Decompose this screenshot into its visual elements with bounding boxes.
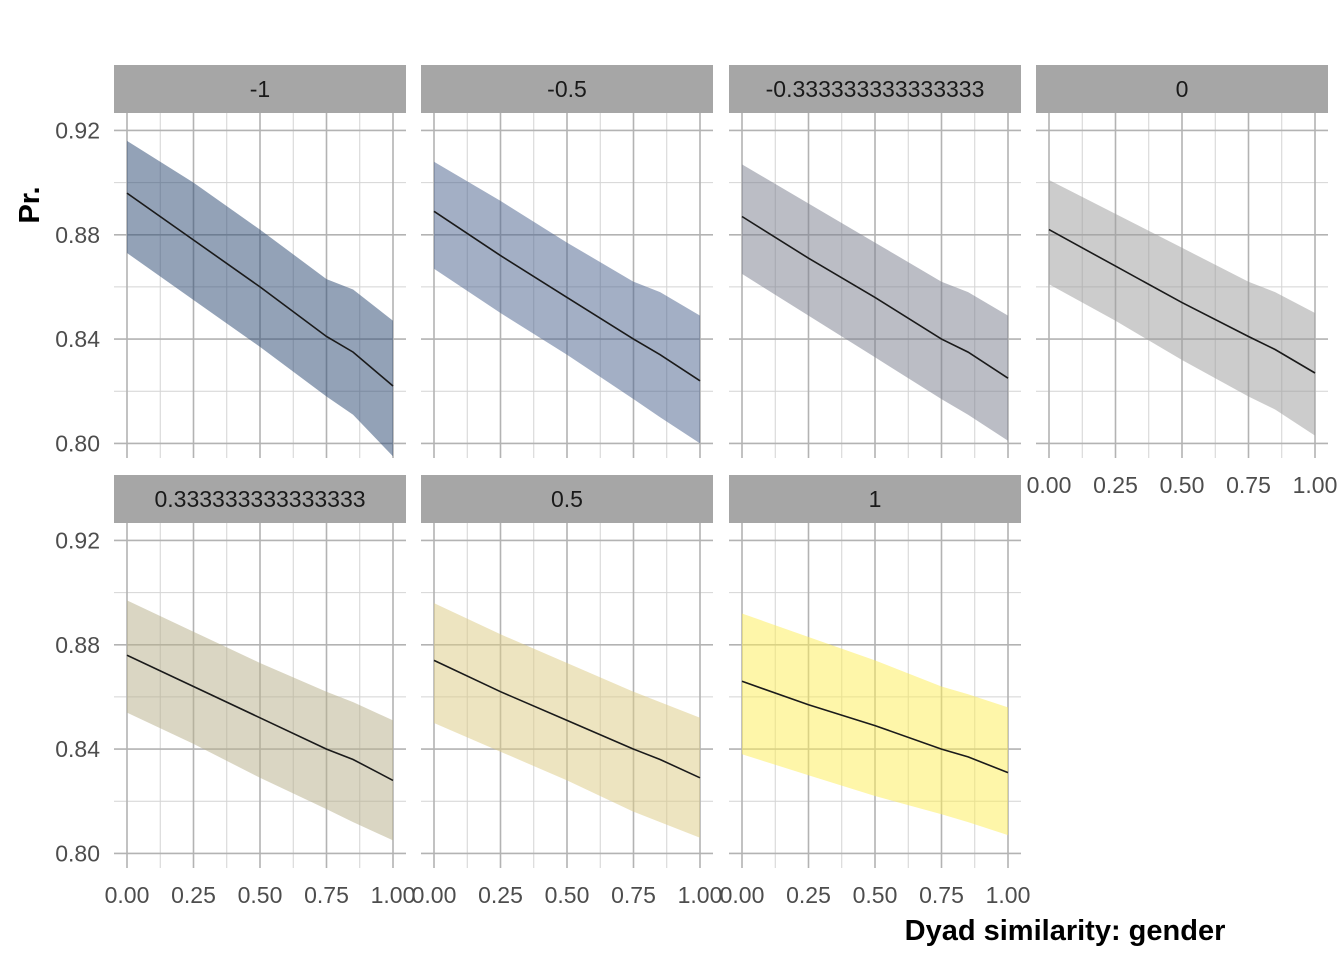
series-line — [433, 659, 701, 779]
confidence-band — [127, 600, 393, 841]
y-tick-label: 0.80 — [55, 430, 100, 456]
facet-strip-label: 0.333333333333333 — [154, 486, 365, 512]
confidence-band — [1049, 180, 1315, 436]
x-tick-label: 0.25 — [1093, 472, 1138, 498]
y-tick-label: 0.84 — [55, 736, 100, 762]
x-tick-label: 0.75 — [611, 882, 656, 908]
x-tick-label: 1.00 — [678, 882, 723, 908]
series-line — [433, 210, 701, 382]
x-tick-label: 0.50 — [1160, 472, 1205, 498]
x-tick-label: 0.25 — [478, 882, 523, 908]
series-line — [741, 215, 1009, 379]
x-tick-label: 0.75 — [919, 882, 964, 908]
facet-panel-2: -0.5 — [421, 65, 713, 458]
facet-panel-6: 0.5 0.00 0.25 0.50 0.75 1.00 — [412, 475, 723, 908]
confidence-band — [434, 161, 700, 444]
x-axis-title: Dyad similarity: gender — [905, 915, 1226, 947]
x-tick-label: 1.00 — [371, 882, 416, 908]
facet-strip — [421, 65, 713, 113]
y-tick-label: 0.80 — [55, 840, 100, 866]
x-tick-label: 0.25 — [171, 882, 216, 908]
series-line — [1048, 228, 1316, 374]
facet-strip — [1036, 65, 1328, 113]
x-tick-label: 0.75 — [304, 882, 349, 908]
x-tick-label: 0.00 — [720, 882, 765, 908]
y-tick-label: 0.88 — [55, 222, 100, 248]
x-tick-label: 0.25 — [786, 882, 831, 908]
facet-panel-7: 1 0.00 0.25 0.50 0.75 1.00 — [720, 475, 1031, 908]
facet-strip-label: 0.5 — [551, 486, 583, 512]
x-tick-label: 0.00 — [412, 882, 457, 908]
y-tick-label: 0.92 — [55, 117, 100, 143]
y-tick-label: 0.88 — [55, 632, 100, 658]
x-tick-label: 0.00 — [105, 882, 150, 908]
x-tick-label: 0.00 — [1027, 472, 1072, 498]
x-tick-label: 0.50 — [853, 882, 898, 908]
confidence-band — [742, 164, 1008, 441]
y-tick-label: 0.84 — [55, 326, 100, 352]
x-tick-label: 1.00 — [1293, 472, 1338, 498]
facet-panel-3: -0.333333333333333 — [729, 65, 1021, 458]
x-tick-label: 0.75 — [1226, 472, 1271, 498]
facet-strip-label: -1 — [250, 76, 270, 102]
x-tick-label: 1.00 — [986, 882, 1031, 908]
series-line — [126, 192, 394, 387]
facet-panel-1: -1 0.80 0.84 0.88 0.92 — [55, 65, 406, 458]
confidence-band — [742, 613, 1008, 836]
facet-panel-4: 0 0.00 0.25 0.50 0.75 1.00 — [1027, 65, 1338, 498]
facet-strip-label: -0.333333333333333 — [766, 76, 985, 102]
facet-strip — [421, 475, 713, 523]
confidence-band — [127, 140, 393, 457]
facet-strip — [114, 475, 406, 523]
facet-strip — [729, 475, 1021, 523]
facet-strip-label: 1 — [869, 486, 882, 512]
facet-strip — [729, 65, 1021, 113]
y-axis-title: Pr. — [14, 186, 46, 223]
facet-panel-5: 0.333333333333333 0.80 0.84 0.88 0.92 0.00 0.2… — [55, 475, 415, 908]
facet-strip-label: 0 — [1176, 76, 1189, 102]
x-tick-label: 0.50 — [238, 882, 283, 908]
facet-strip — [114, 65, 406, 113]
facet-strip-label: -0.5 — [547, 76, 587, 102]
series-line — [126, 654, 394, 782]
y-tick-label: 0.92 — [55, 527, 100, 553]
x-tick-label: 0.50 — [545, 882, 590, 908]
series-line — [741, 680, 1009, 774]
